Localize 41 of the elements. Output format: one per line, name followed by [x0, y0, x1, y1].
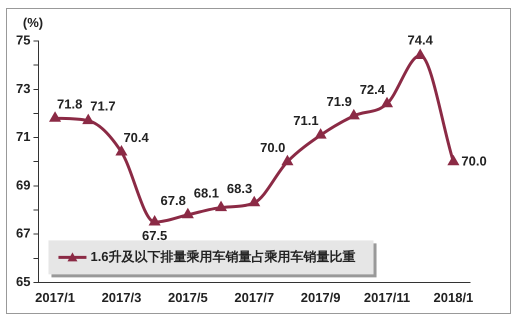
point	[382, 98, 392, 108]
x-tick-label: 2018/1	[434, 290, 474, 305]
x-tick-label: 2017/3	[102, 290, 142, 305]
data-label: 72.4	[360, 82, 386, 97]
data-label: 67.8	[160, 192, 186, 208]
data-label: 70.0	[260, 140, 286, 155]
point	[316, 130, 326, 139]
point	[50, 112, 60, 122]
x-tick-label: 2017/1	[35, 290, 75, 305]
point	[348, 110, 359, 120]
point	[150, 216, 160, 226]
y-tick-label: 75	[16, 32, 30, 48]
data-label: 68.3	[226, 180, 252, 196]
data-label: 71.8	[57, 96, 82, 112]
point	[216, 202, 226, 212]
x-tick-label: 2017/11	[364, 290, 410, 305]
point	[415, 50, 426, 59]
data-label: 67.5	[142, 228, 168, 244]
point	[249, 197, 260, 206]
point	[282, 156, 292, 166]
data-label: 71.7	[90, 98, 116, 114]
point	[448, 156, 458, 166]
legend-label: 1.6升及以下排量乘用车销量占乘用车销量比重	[90, 248, 356, 264]
y-tick-label: 65	[16, 274, 30, 289]
x-tick-label: 2017/5	[168, 290, 208, 305]
data-label: 71.1	[293, 113, 319, 128]
data-label: 68.1	[194, 186, 220, 201]
data-label: 71.9	[326, 94, 352, 109]
x-tick-label: 2017/7	[234, 290, 274, 305]
y-tick-label: 73	[16, 80, 30, 96]
y-axis-title: (%)	[22, 15, 44, 30]
data-label: 70.0	[461, 153, 487, 168]
point	[116, 146, 126, 156]
data-label: 70.4	[123, 130, 150, 146]
y-tick-label: 71	[16, 129, 30, 144]
data-label: 74.4	[408, 32, 434, 48]
x-tick-label: 2017/9	[300, 290, 341, 305]
y-tick-label: 69	[16, 177, 30, 192]
point	[182, 209, 193, 218]
y-tick-label: 67	[16, 226, 30, 241]
point	[83, 115, 94, 124]
